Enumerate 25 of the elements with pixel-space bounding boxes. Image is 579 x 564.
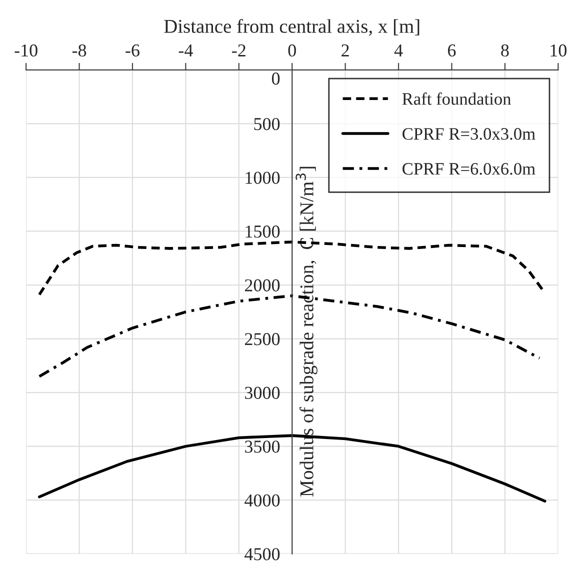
y-tick-label: 3500	[245, 440, 280, 453]
x-tick-label: 4	[394, 44, 403, 56]
legend-label: CPRF R=3.0x3.0m	[402, 128, 536, 140]
x-tick-label: -10	[14, 44, 38, 57]
y-tick-label: 0	[272, 72, 280, 85]
y-tick-label: 4000	[244, 494, 280, 507]
y-tick-label: 1500	[246, 225, 280, 238]
y-tick-label: 3000	[245, 386, 280, 399]
x-tick-label: 2	[342, 44, 349, 56]
legend-label: Raft foundation	[402, 92, 512, 105]
x-tick-label: -4	[178, 44, 193, 56]
x-tick-label: -2	[232, 44, 246, 56]
y-tick-label: 2500	[244, 333, 280, 346]
x-tick-label: 8	[501, 44, 509, 57]
y-tick-label: 1000	[246, 172, 280, 184]
x-tick-label: 6	[448, 44, 456, 57]
x-tick-label: 0	[288, 44, 296, 57]
y-tick-label: 2000	[244, 279, 280, 292]
legend-label: CPRF R=6.0x6.0m	[402, 163, 536, 175]
x-tick-label: -8	[72, 44, 86, 57]
y-tick-label: 500	[254, 118, 280, 130]
x-axis-title: Distance from central axis, x [m]	[164, 19, 420, 36]
x-tick-label: 10	[550, 44, 566, 57]
x-tick-label: -6	[126, 44, 140, 57]
y-tick-label: 4500	[244, 548, 280, 560]
